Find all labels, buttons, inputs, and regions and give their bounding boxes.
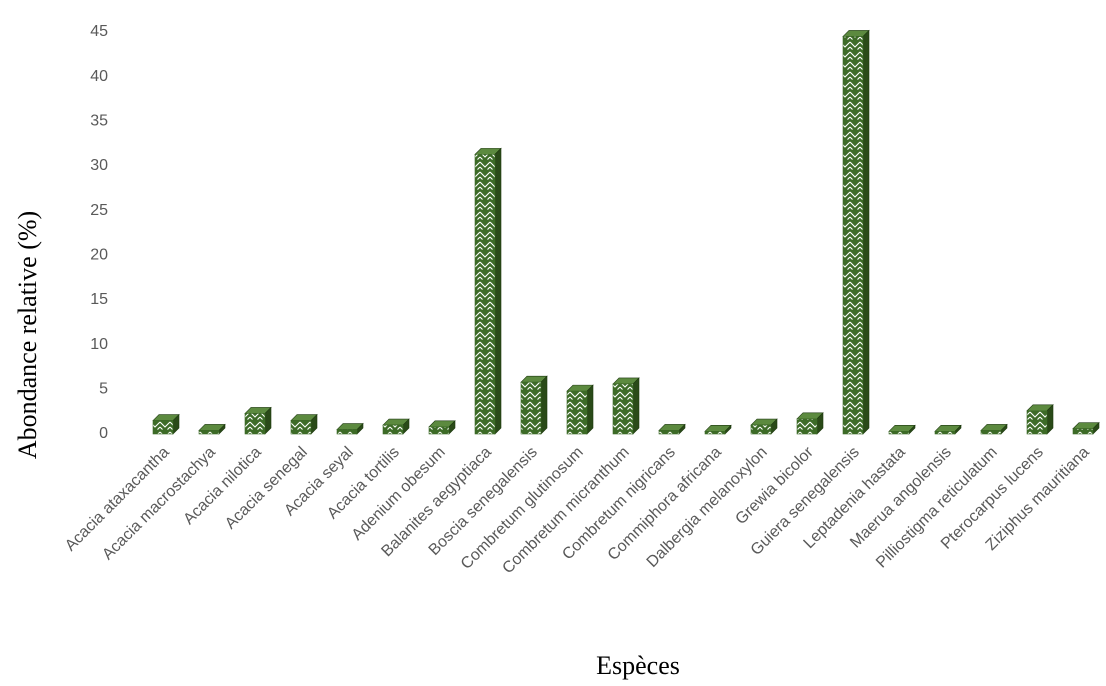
- bar-side: [586, 384, 594, 435]
- y-tick-label: 5: [99, 381, 108, 398]
- bar: [1026, 410, 1048, 435]
- bar: [198, 430, 220, 435]
- bar: [980, 430, 1002, 435]
- y-tick-label: 25: [90, 202, 108, 219]
- bar: [336, 429, 358, 435]
- x-axis-title: Espèces: [596, 651, 680, 680]
- bar: [428, 426, 450, 435]
- bar: [1072, 428, 1094, 435]
- y-tick-label: 20: [90, 247, 108, 264]
- y-tick-label: 0: [99, 425, 108, 442]
- bar-side: [540, 375, 548, 435]
- bar-side: [862, 29, 870, 435]
- bar: [152, 420, 174, 435]
- y-tick-label: 30: [90, 157, 108, 174]
- bar-side: [494, 147, 502, 435]
- y-tick-label: 35: [90, 113, 108, 130]
- bar-side: [632, 377, 640, 435]
- bar: [474, 154, 496, 435]
- bar: [796, 418, 818, 435]
- bar: [290, 420, 312, 435]
- bar: [704, 431, 726, 435]
- bar: [658, 430, 680, 435]
- bar: [842, 36, 864, 435]
- bar: [520, 381, 542, 435]
- bar: [750, 424, 772, 435]
- bar: [566, 390, 588, 435]
- y-tick-label: 45: [90, 23, 108, 40]
- bar: [382, 424, 404, 435]
- bar: [244, 413, 266, 435]
- y-axis-title: Abondance relative (%): [13, 211, 42, 459]
- bar: [612, 383, 634, 435]
- y-tick-label: 10: [90, 336, 108, 353]
- bar: [934, 431, 956, 435]
- y-tick-label: 40: [90, 68, 108, 85]
- x-tick-label: Acacia senegal: [222, 444, 311, 533]
- y-tick-label: 15: [90, 291, 108, 308]
- bar: [888, 431, 910, 435]
